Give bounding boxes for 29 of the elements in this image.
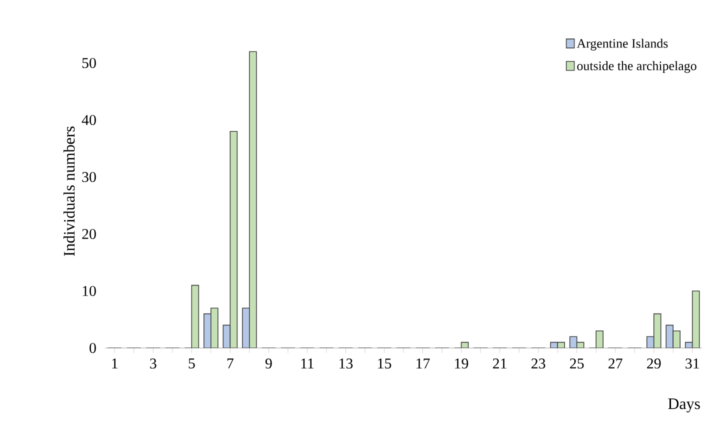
y-axis-title: Individuals numbers xyxy=(63,126,75,256)
legend-label: outside the archipelago xyxy=(577,61,696,73)
x-axis-title: Days xyxy=(668,398,700,412)
x-tick-label: 7 xyxy=(227,358,234,368)
x-tick-label: 23 xyxy=(531,358,546,369)
y-tick-label: 0 xyxy=(90,342,96,354)
x-tick-label: 9 xyxy=(265,358,272,369)
x-tick-label: 21 xyxy=(492,358,506,368)
x-tick-label: 3 xyxy=(150,358,156,369)
x-tick-label: 15 xyxy=(378,358,392,369)
x-tick-label: 25 xyxy=(570,358,584,369)
y-tick-label: 10 xyxy=(82,286,96,296)
bar xyxy=(230,131,238,348)
x-tick-label: 17 xyxy=(416,358,430,368)
x-tick-label: 31 xyxy=(686,358,699,369)
y-tick-label: 40 xyxy=(82,114,96,126)
x-tick-label: 19 xyxy=(455,358,468,369)
x-tick-label: 11 xyxy=(301,358,314,368)
y-tick-label: 20 xyxy=(82,228,96,240)
x-tick-label: 1 xyxy=(112,358,118,368)
bar xyxy=(191,284,200,348)
bar xyxy=(222,324,231,348)
x-tick-label: 5 xyxy=(188,358,195,368)
x-tick-label: 13 xyxy=(340,358,353,369)
legend-label: Argentine Islands xyxy=(576,38,668,50)
x-tick-label: 29 xyxy=(647,358,661,369)
y-tick-label: 50 xyxy=(82,58,96,68)
x-tick-label: 27 xyxy=(608,358,622,368)
y-tick-label: 30 xyxy=(82,172,96,182)
